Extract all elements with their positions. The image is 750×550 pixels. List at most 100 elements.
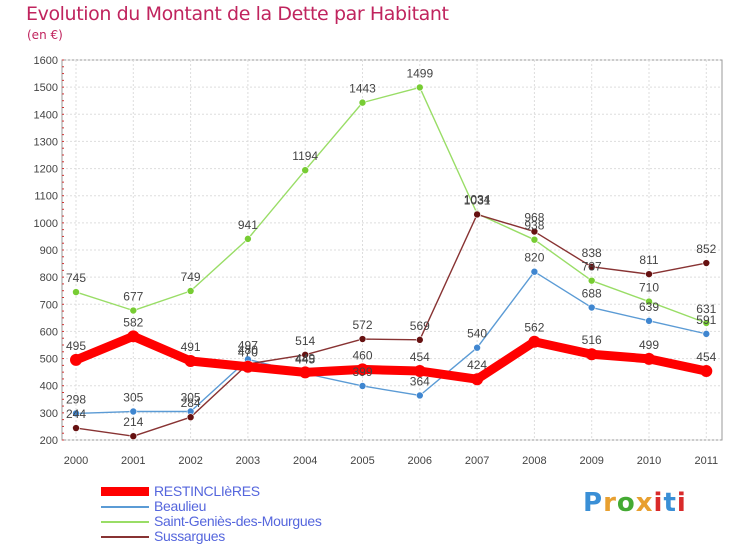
data-point bbox=[299, 366, 312, 379]
data-label: 1031 bbox=[464, 193, 491, 207]
y-tick-label: 1200 bbox=[34, 164, 58, 176]
data-point bbox=[356, 363, 369, 376]
data-point bbox=[301, 350, 310, 359]
data-point bbox=[72, 409, 80, 418]
data-point bbox=[645, 270, 653, 278]
y-tick-label: 900 bbox=[40, 245, 58, 257]
data-point bbox=[186, 413, 195, 422]
data-label: 470 bbox=[238, 346, 258, 360]
data-label: 445 bbox=[295, 353, 315, 367]
x-tick-label: 2010 bbox=[637, 455, 661, 467]
data-label: 244 bbox=[66, 407, 86, 421]
logo-letter: r bbox=[603, 488, 617, 518]
x-tick-label: 2009 bbox=[579, 455, 603, 467]
data-label: 424 bbox=[467, 358, 487, 372]
data-label: 298 bbox=[66, 392, 86, 406]
data-point bbox=[301, 166, 310, 174]
y-tick-label: 1100 bbox=[34, 191, 58, 203]
chart-legend: RESTINCLIèRES Beaulieu Saint-Geniès-des-… bbox=[98, 483, 398, 544]
data-label: 1499 bbox=[406, 66, 433, 80]
data-point bbox=[358, 98, 367, 107]
y-tick-label: 1300 bbox=[34, 136, 58, 148]
y-tick-label: 1600 bbox=[34, 55, 58, 67]
data-label: 499 bbox=[639, 338, 659, 352]
data-label: 460 bbox=[352, 348, 372, 362]
data-point bbox=[129, 407, 138, 416]
data-label: 454 bbox=[410, 350, 430, 364]
data-point bbox=[186, 287, 195, 295]
data-point bbox=[528, 335, 541, 348]
chart-subtitle: (en €) bbox=[27, 28, 63, 42]
x-tick-label: 2002 bbox=[178, 455, 202, 467]
data-label: 214 bbox=[123, 415, 143, 429]
data-point bbox=[530, 267, 539, 276]
logo-letter: i bbox=[676, 488, 687, 518]
x-tick-label: 2000 bbox=[64, 455, 88, 467]
logo-letter: i bbox=[653, 488, 664, 518]
data-point bbox=[473, 210, 481, 219]
y-tick-label: 1400 bbox=[34, 109, 58, 121]
data-point bbox=[587, 263, 596, 271]
data-label: 562 bbox=[524, 321, 544, 335]
data-point bbox=[415, 83, 424, 92]
x-tick-label: 2006 bbox=[408, 455, 432, 467]
data-point bbox=[244, 235, 252, 243]
data-point bbox=[72, 424, 80, 432]
data-point bbox=[413, 365, 426, 378]
data-point bbox=[530, 235, 539, 244]
x-tick-label: 2007 bbox=[465, 455, 489, 467]
data-label: 787 bbox=[582, 260, 602, 274]
data-label: 688 bbox=[582, 287, 602, 301]
data-label: 745 bbox=[66, 271, 86, 285]
legend-item-sussargues: Sussargues bbox=[98, 528, 398, 544]
data-label: 305 bbox=[181, 391, 201, 405]
data-point bbox=[643, 352, 655, 365]
data-label: 1194 bbox=[292, 149, 318, 163]
legend-swatch bbox=[101, 521, 149, 523]
data-label: 491 bbox=[181, 340, 201, 354]
chart-title: Evolution du Montant de la Dette par Hab… bbox=[26, 3, 449, 25]
data-label: 631 bbox=[696, 302, 716, 316]
data-label: 710 bbox=[639, 281, 659, 295]
data-point bbox=[70, 353, 82, 366]
legend-label: RESTINCLIèRES bbox=[154, 483, 260, 499]
data-point bbox=[645, 317, 653, 325]
data-label: 480 bbox=[238, 343, 258, 357]
data-point bbox=[700, 365, 713, 378]
legend-item-restinclieres: RESTINCLIèRES bbox=[98, 483, 398, 499]
data-label: 1034 bbox=[464, 193, 491, 207]
y-tick-label: 300 bbox=[40, 408, 58, 420]
data-label: 454 bbox=[696, 350, 716, 364]
data-label: 495 bbox=[66, 339, 86, 353]
data-label: 1443 bbox=[349, 82, 376, 96]
y-tick-label: 600 bbox=[40, 326, 58, 338]
proxiti-logo: Proxiti bbox=[583, 488, 687, 518]
data-label: 968 bbox=[524, 211, 544, 225]
data-point bbox=[587, 303, 596, 312]
legend-swatch bbox=[101, 487, 149, 496]
series-line bbox=[75, 271, 707, 415]
data-label: 938 bbox=[524, 219, 544, 233]
data-point bbox=[127, 330, 140, 343]
legend-swatch bbox=[101, 536, 149, 538]
line-chart: 200 300 400 500 600 700 800 900 1000 1100 1200 1300… bbox=[34, 55, 723, 467]
data-point bbox=[471, 373, 484, 386]
x-tick-label: 2001 bbox=[121, 455, 145, 467]
data-label: 540 bbox=[467, 327, 487, 341]
logo-letter: P bbox=[583, 488, 604, 518]
data-point bbox=[72, 288, 80, 296]
data-label: 399 bbox=[352, 365, 372, 379]
data-point bbox=[702, 330, 711, 338]
data-point bbox=[645, 297, 653, 306]
data-point bbox=[585, 348, 598, 361]
data-point bbox=[358, 382, 367, 390]
data-label: 677 bbox=[123, 290, 143, 304]
data-point bbox=[129, 306, 138, 315]
data-label: 639 bbox=[639, 300, 659, 314]
data-point bbox=[702, 319, 711, 327]
data-point bbox=[702, 259, 711, 267]
data-label: 582 bbox=[123, 315, 143, 329]
data-point bbox=[415, 336, 424, 344]
series-line bbox=[71, 331, 711, 384]
y-tick-label: 500 bbox=[40, 354, 58, 366]
